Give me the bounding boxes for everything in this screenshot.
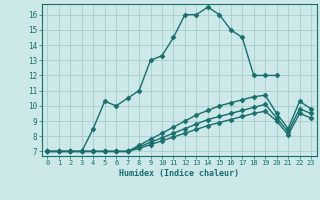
X-axis label: Humidex (Indice chaleur): Humidex (Indice chaleur)	[119, 169, 239, 178]
